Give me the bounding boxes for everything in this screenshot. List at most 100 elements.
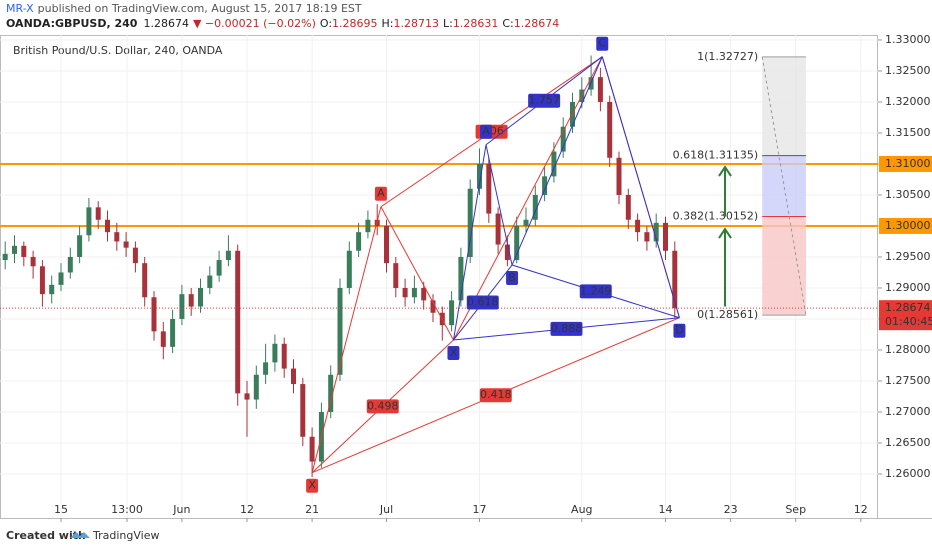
brand-logo	[70, 532, 90, 538]
candle-body	[30, 256, 36, 267]
candle-body	[309, 436, 315, 462]
point-box	[374, 186, 387, 201]
candle-body	[39, 266, 45, 295]
ratio-label: 0.498	[367, 399, 399, 412]
x-tick-label: 15	[54, 503, 68, 516]
candle-body	[263, 362, 269, 375]
candle-body	[132, 247, 138, 264]
ratio-box	[550, 321, 583, 336]
candle-body	[625, 194, 631, 220]
candle-body	[114, 232, 120, 242]
point-label: X	[450, 346, 458, 359]
pattern-leg	[452, 144, 487, 341]
candle-body	[616, 157, 622, 195]
candle-body	[635, 219, 641, 233]
candle-body	[542, 176, 548, 195]
candle-body	[95, 207, 101, 220]
point-label: A	[377, 187, 385, 200]
point-box	[306, 478, 319, 493]
point-label: A	[482, 125, 490, 138]
y-tick-label: 1.27500	[885, 374, 931, 387]
candle-body	[198, 287, 204, 307]
candle-body	[21, 245, 27, 257]
y-tick-label: 1.32500	[885, 64, 931, 77]
pattern-leg	[311, 206, 382, 473]
x-tick-label: Aug	[571, 503, 592, 516]
candle-body	[458, 256, 464, 301]
candle-body	[597, 77, 603, 102]
ohlc-label: L:	[443, 17, 453, 30]
candle-body	[77, 235, 83, 257]
candle-body	[430, 300, 436, 313]
candle-body	[356, 232, 362, 251]
fib-diagonal	[761, 56, 807, 316]
level-tag	[879, 155, 932, 172]
candle-body	[337, 287, 343, 375]
footer-brand: TradingView	[92, 529, 159, 542]
y-tick-label: 1.31000	[885, 157, 931, 170]
y-tick-label: 1.27000	[885, 405, 931, 418]
candle-body	[551, 151, 557, 177]
pattern-leg	[380, 206, 454, 341]
ratio-label: 0.418	[480, 388, 512, 401]
x-tick-label: Sep	[785, 503, 806, 516]
y-tick-label: 1.28000	[885, 343, 931, 356]
x-tick-label: 12	[854, 503, 868, 516]
x-tick-label: 23	[724, 503, 738, 516]
chart-title: British Pound/U.S. Dollar, 240, OANDA	[13, 44, 223, 57]
countdown-label: 01:40:45	[885, 315, 932, 328]
candle-body	[365, 219, 371, 233]
point-box	[506, 271, 519, 286]
level-tag	[879, 217, 932, 234]
y-tick-label: 1.26500	[885, 436, 931, 449]
candle-body	[421, 287, 427, 301]
x-tick-label: 14	[658, 503, 672, 516]
candle-body	[253, 374, 259, 400]
point-box	[673, 323, 686, 338]
arrow-head	[718, 165, 732, 177]
x-tick-label: 21	[305, 503, 319, 516]
candle-body	[86, 207, 92, 236]
last-price-label: 1.28674	[885, 301, 931, 314]
y-tick-label: 1.33000	[885, 33, 931, 46]
candle-body	[235, 250, 241, 394]
ratio-box	[479, 388, 512, 403]
candle-body	[244, 393, 250, 400]
fib-label: 0(1.28561)	[697, 308, 758, 321]
point-label: D	[675, 324, 683, 337]
point-label: C	[598, 37, 606, 50]
ratio-box	[528, 93, 561, 108]
ratio-box	[366, 399, 399, 414]
plot-layer: 1(1.32727) 0.618(1.31135) 0.382(1.30152) 0(…	[0, 35, 878, 518]
pattern-leg	[453, 56, 603, 341]
last: 1.28674	[143, 17, 189, 30]
point-box	[480, 124, 493, 139]
candle-body	[477, 163, 483, 189]
candle-body	[281, 343, 287, 369]
y-tick-label: 1.31500	[885, 126, 931, 139]
candle-body	[291, 368, 297, 385]
candle-body	[12, 245, 18, 254]
fib-zone	[762, 56, 806, 156]
ohlc-value: 1.28713	[394, 17, 440, 30]
y-tick-label: 1.30000	[885, 219, 931, 232]
candle-body	[411, 287, 417, 298]
header-line: MR-X published on TradingView.com, August…	[6, 2, 362, 15]
x-tick-label: 17	[473, 503, 487, 516]
candle-body	[607, 101, 613, 158]
ohlc-value: 1.28674	[514, 17, 560, 30]
x-tick-label: 13:00	[111, 503, 143, 516]
candle-body	[225, 250, 231, 261]
y-tick-label: 1.29000	[885, 281, 931, 294]
candle-body	[123, 241, 129, 248]
point-label: B	[508, 271, 516, 284]
candle-body	[560, 126, 566, 152]
y-tick-label: 1.30500	[885, 188, 931, 201]
arrow-head	[718, 227, 732, 239]
candle-body	[328, 374, 334, 412]
candle-body	[207, 275, 213, 288]
last-price-tag	[879, 300, 932, 331]
ohlc-label: C:	[502, 17, 513, 30]
candle-body	[300, 384, 306, 437]
